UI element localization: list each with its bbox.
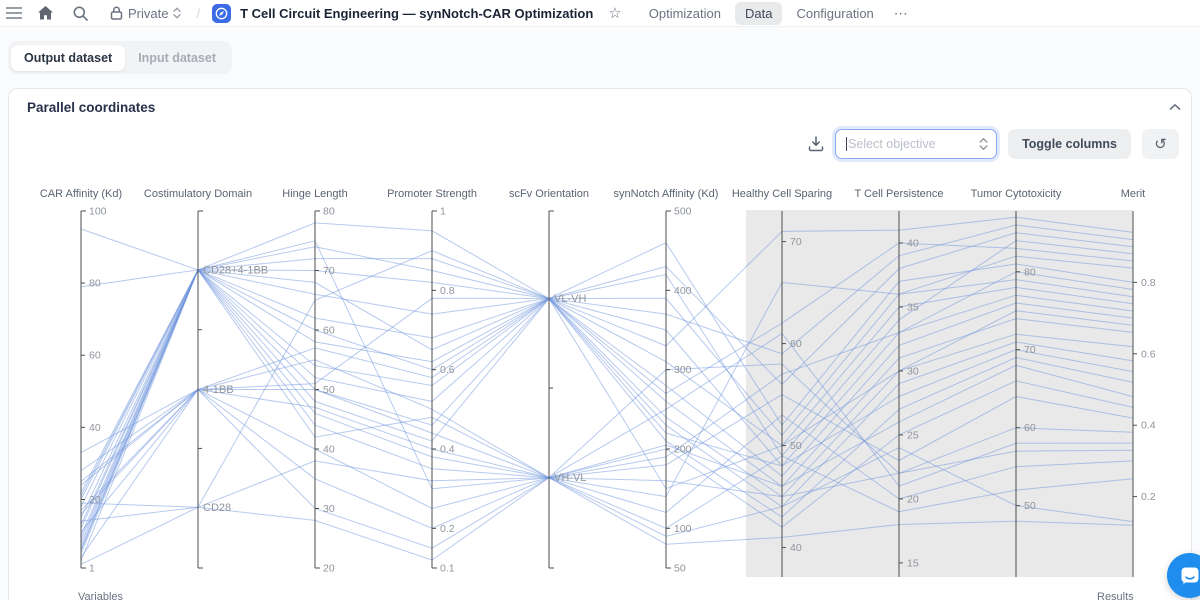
more-menu-icon[interactable]: ⋯ bbox=[893, 4, 909, 21]
panel-title: Parallel coordinates bbox=[27, 100, 156, 115]
variables-group-label: Variables bbox=[78, 591, 124, 600]
tab-input-dataset[interactable]: Input dataset bbox=[138, 50, 216, 65]
svg-text:80: 80 bbox=[89, 278, 101, 290]
svg-text:200: 200 bbox=[674, 444, 692, 456]
svg-text:50: 50 bbox=[1024, 500, 1036, 512]
svg-text:50: 50 bbox=[790, 440, 802, 452]
svg-text:70: 70 bbox=[790, 236, 802, 248]
svg-text:50: 50 bbox=[674, 563, 686, 575]
svg-text:80: 80 bbox=[323, 206, 335, 218]
svg-text:VH-VL: VH-VL bbox=[554, 472, 586, 484]
svg-text:70: 70 bbox=[323, 265, 335, 277]
svg-text:20: 20 bbox=[323, 563, 335, 575]
svg-text:Merit: Merit bbox=[1121, 188, 1145, 200]
svg-text:100: 100 bbox=[674, 523, 692, 535]
download-icon[interactable] bbox=[808, 136, 824, 152]
svg-text:0.2: 0.2 bbox=[440, 523, 455, 535]
nav-tabs: Optimization Data Configuration bbox=[639, 1, 884, 25]
svg-text:CD28+4-1BB: CD28+4-1BB bbox=[203, 264, 268, 276]
svg-text:100: 100 bbox=[89, 206, 107, 218]
chart-toolbar: Select objective Toggle columns ↺ bbox=[808, 129, 1179, 159]
svg-text:Promoter Strength: Promoter Strength bbox=[387, 188, 477, 200]
svg-text:15: 15 bbox=[907, 557, 919, 569]
svg-text:0.2: 0.2 bbox=[1141, 491, 1156, 503]
svg-text:40: 40 bbox=[89, 422, 101, 434]
svg-text:Costimulatory Domain: Costimulatory Domain bbox=[144, 188, 252, 200]
star-icon[interactable]: ☆ bbox=[608, 4, 622, 22]
svg-text:0.6: 0.6 bbox=[440, 364, 455, 376]
svg-text:60: 60 bbox=[323, 325, 335, 337]
dataset-tab-strip: Output dataset Input dataset bbox=[8, 41, 232, 74]
menu-icon[interactable] bbox=[6, 7, 22, 19]
svg-text:20: 20 bbox=[907, 493, 919, 505]
svg-text:40: 40 bbox=[907, 237, 919, 249]
objective-select-placeholder: Select objective bbox=[848, 137, 936, 151]
svg-text:0.1: 0.1 bbox=[440, 563, 455, 575]
svg-text:Healthy Cell Sparing: Healthy Cell Sparing bbox=[732, 188, 832, 200]
svg-text:70: 70 bbox=[1024, 344, 1036, 356]
svg-text:60: 60 bbox=[790, 338, 802, 350]
svg-text:30: 30 bbox=[907, 365, 919, 377]
search-icon[interactable] bbox=[73, 6, 88, 21]
app-logo[interactable] bbox=[212, 3, 232, 23]
tab-output-dataset[interactable]: Output dataset bbox=[11, 44, 126, 71]
privacy-selector[interactable]: Private bbox=[110, 5, 182, 21]
svg-text:VL-VH: VL-VH bbox=[554, 293, 586, 305]
svg-text:0.4: 0.4 bbox=[440, 444, 455, 456]
tab-configuration[interactable]: Configuration bbox=[796, 5, 874, 21]
svg-text:30: 30 bbox=[323, 503, 335, 515]
reset-icon[interactable]: ↺ bbox=[1142, 129, 1179, 159]
svg-text:500: 500 bbox=[674, 206, 692, 218]
svg-text:50: 50 bbox=[323, 384, 335, 396]
results-group-label: Results bbox=[1097, 591, 1134, 600]
svg-text:0.6: 0.6 bbox=[1141, 348, 1156, 360]
privacy-label: Private bbox=[128, 5, 169, 21]
svg-text:Tumor Cytotoxicity: Tumor Cytotoxicity bbox=[971, 188, 1062, 200]
svg-text:synNotch Affinity (Kd): synNotch Affinity (Kd) bbox=[614, 188, 719, 200]
svg-text:4-1BB: 4-1BB bbox=[203, 384, 234, 396]
svg-text:0.4: 0.4 bbox=[1141, 420, 1156, 432]
tab-data[interactable]: Data bbox=[734, 1, 783, 25]
collapse-chevron-icon[interactable] bbox=[1169, 98, 1181, 116]
svg-text:1: 1 bbox=[440, 206, 446, 218]
breadcrumb-separator: / bbox=[196, 5, 201, 21]
svg-text:20: 20 bbox=[89, 494, 101, 506]
svg-text:300: 300 bbox=[674, 364, 692, 376]
select-chevrons-icon bbox=[979, 137, 988, 151]
svg-text:Hinge Length: Hinge Length bbox=[282, 188, 347, 200]
svg-text:400: 400 bbox=[674, 285, 692, 297]
chevron-updown-icon bbox=[173, 7, 182, 19]
svg-text:40: 40 bbox=[323, 444, 335, 456]
chat-bubble-icon bbox=[1181, 567, 1198, 585]
svg-text:25: 25 bbox=[907, 429, 919, 441]
svg-text:1: 1 bbox=[89, 563, 95, 575]
objective-select[interactable]: Select objective bbox=[835, 129, 998, 159]
chat-launcher-button[interactable] bbox=[1167, 553, 1200, 598]
svg-text:CAR Affinity (Kd): CAR Affinity (Kd) bbox=[40, 188, 122, 200]
svg-text:60: 60 bbox=[1024, 422, 1036, 434]
lock-icon bbox=[110, 6, 123, 20]
tab-optimization[interactable]: Optimization bbox=[648, 5, 721, 21]
svg-text:60: 60 bbox=[89, 350, 101, 362]
toggle-columns-button[interactable]: Toggle columns bbox=[1008, 129, 1131, 159]
top-nav: Private / T Cell Circuit Engineering — s… bbox=[0, 0, 1200, 27]
svg-text:80: 80 bbox=[1024, 266, 1036, 278]
svg-text:scFv Orientation: scFv Orientation bbox=[509, 188, 589, 200]
svg-text:CD28: CD28 bbox=[203, 502, 231, 514]
compass-icon bbox=[215, 7, 228, 19]
page-title: T Cell Circuit Engineering — synNotch-CA… bbox=[240, 5, 594, 21]
svg-text:T Cell Persistence: T Cell Persistence bbox=[854, 188, 943, 200]
svg-text:0.8: 0.8 bbox=[1141, 277, 1156, 289]
home-icon[interactable] bbox=[38, 6, 53, 20]
svg-text:35: 35 bbox=[907, 301, 919, 313]
svg-text:40: 40 bbox=[790, 542, 802, 554]
svg-text:0.8: 0.8 bbox=[440, 285, 455, 297]
text-caret bbox=[846, 137, 848, 151]
